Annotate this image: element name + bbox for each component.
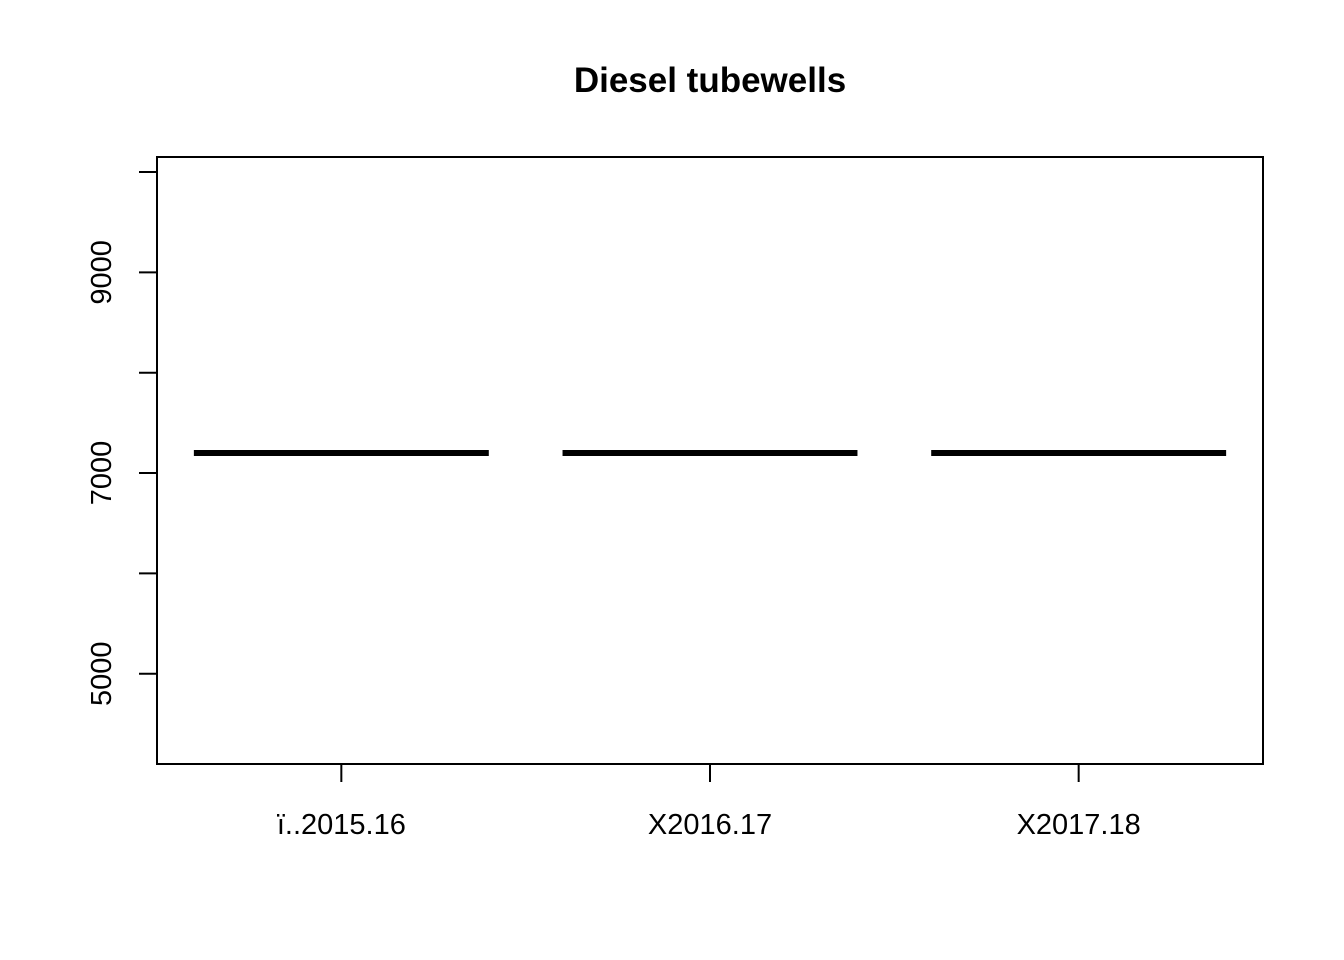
x-axis: ï..2015.16 X2016.17 X2017.18 [277, 764, 1141, 841]
x-tick-label: ï..2015.16 [277, 809, 406, 841]
y-tick-label: 9000 [86, 240, 118, 305]
y-tick-label: 7000 [86, 441, 118, 506]
plot-frame [156, 156, 1264, 765]
x-tick-label: X2017.18 [1017, 809, 1141, 841]
y-tick-label: 5000 [86, 641, 118, 706]
y-axis: 5000 7000 9000 [86, 171, 158, 706]
chart-title: Diesel tubewells [574, 61, 846, 100]
x-tick-label: X2016.17 [648, 809, 772, 841]
